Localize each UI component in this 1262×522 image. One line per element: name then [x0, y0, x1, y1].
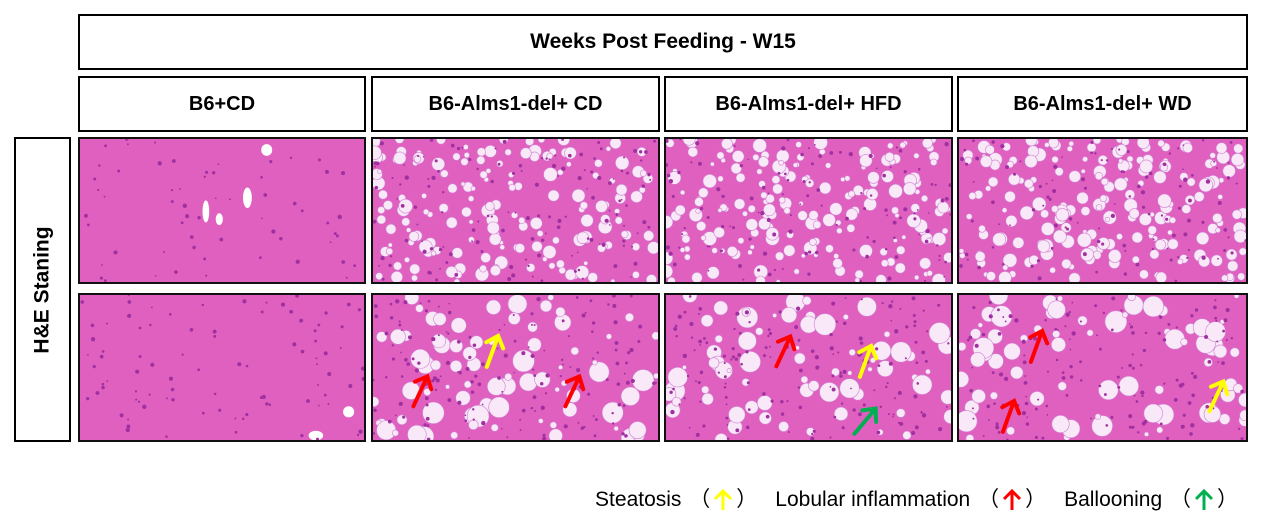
micrograph-image — [80, 139, 364, 282]
legend-paren-open: （ — [689, 488, 711, 511]
yellow-arrow-icon — [857, 343, 879, 379]
yellow-arrow-icon — [714, 489, 733, 511]
yellow-arrow-icon — [1207, 378, 1230, 414]
column-header-label: B6-Alms1-del+ CD — [428, 92, 603, 115]
red-arrow-icon — [1028, 328, 1050, 364]
green-arrow-icon — [852, 406, 879, 436]
red-arrow-icon — [1003, 489, 1022, 511]
micrograph-image — [959, 295, 1246, 440]
column-header-alms1-wd: B6-Alms1-del+ WD — [957, 76, 1248, 132]
legend-paren-open: （ — [978, 488, 1000, 511]
column-header-b6-cd: B6+CD — [78, 76, 366, 132]
micrograph-image — [666, 139, 951, 282]
micrograph-alms1-cd-low-mag — [371, 137, 660, 284]
legend-item-ballooning: Ballooning （ ） — [1064, 483, 1240, 513]
micrograph-b6-cd-high-mag — [78, 293, 366, 442]
legend-item-steatosis: Steatosis （ ） — [595, 483, 759, 513]
micrograph-image — [373, 295, 658, 440]
column-header-label: B6+CD — [188, 92, 256, 115]
row-label: H&E Staning — [30, 225, 54, 354]
micrograph-image — [666, 295, 951, 440]
legend-paren-close: ） — [1025, 488, 1047, 511]
yellow-arrow-icon — [484, 333, 506, 369]
column-header-alms1-hfd: B6-Alms1-del+ HFD — [664, 76, 953, 132]
legend-label: Lobular inflammation — [775, 488, 971, 511]
micrograph-alms1-hfd-high-mag — [664, 293, 953, 442]
micrograph-alms1-cd-high-mag — [371, 293, 660, 442]
legend-paren-close: ） — [1217, 488, 1238, 511]
red-arrow-icon — [1000, 398, 1022, 434]
micrograph-image — [959, 139, 1246, 282]
legend-paren-open: （ — [1170, 488, 1191, 511]
legend-paren-close: ） — [736, 488, 758, 511]
legend: Steatosis （ ） Lobular inflammation （ ） Bal… — [595, 483, 1240, 513]
column-header-alms1-cd: B6-Alms1-del+ CD — [371, 76, 660, 132]
figure-title-box: Weeks Post Feeding - W15 — [78, 14, 1248, 70]
micrograph-b6-cd-low-mag — [78, 137, 366, 284]
legend-item-lobular-inflammation: Lobular inflammation （ ） — [775, 483, 1048, 513]
micrograph-image — [373, 139, 658, 282]
red-arrow-icon — [563, 373, 586, 409]
legend-label: Ballooning — [1064, 488, 1163, 511]
micrograph-image — [80, 295, 364, 440]
green-arrow-icon — [1194, 489, 1214, 511]
micrograph-alms1-hfd-low-mag — [664, 137, 953, 284]
micrograph-alms1-wd-high-mag — [957, 293, 1248, 442]
figure-title: Weeks Post Feeding - W15 — [530, 30, 796, 53]
red-arrow-icon — [774, 333, 797, 369]
row-label-box: H&E Staning — [14, 137, 71, 442]
micrograph-alms1-wd-low-mag — [957, 137, 1248, 284]
column-header-label: B6-Alms1-del+ WD — [1013, 92, 1192, 115]
column-header-label: B6-Alms1-del+ HFD — [715, 92, 902, 115]
red-arrow-icon — [411, 373, 434, 409]
legend-label: Steatosis — [595, 488, 682, 511]
